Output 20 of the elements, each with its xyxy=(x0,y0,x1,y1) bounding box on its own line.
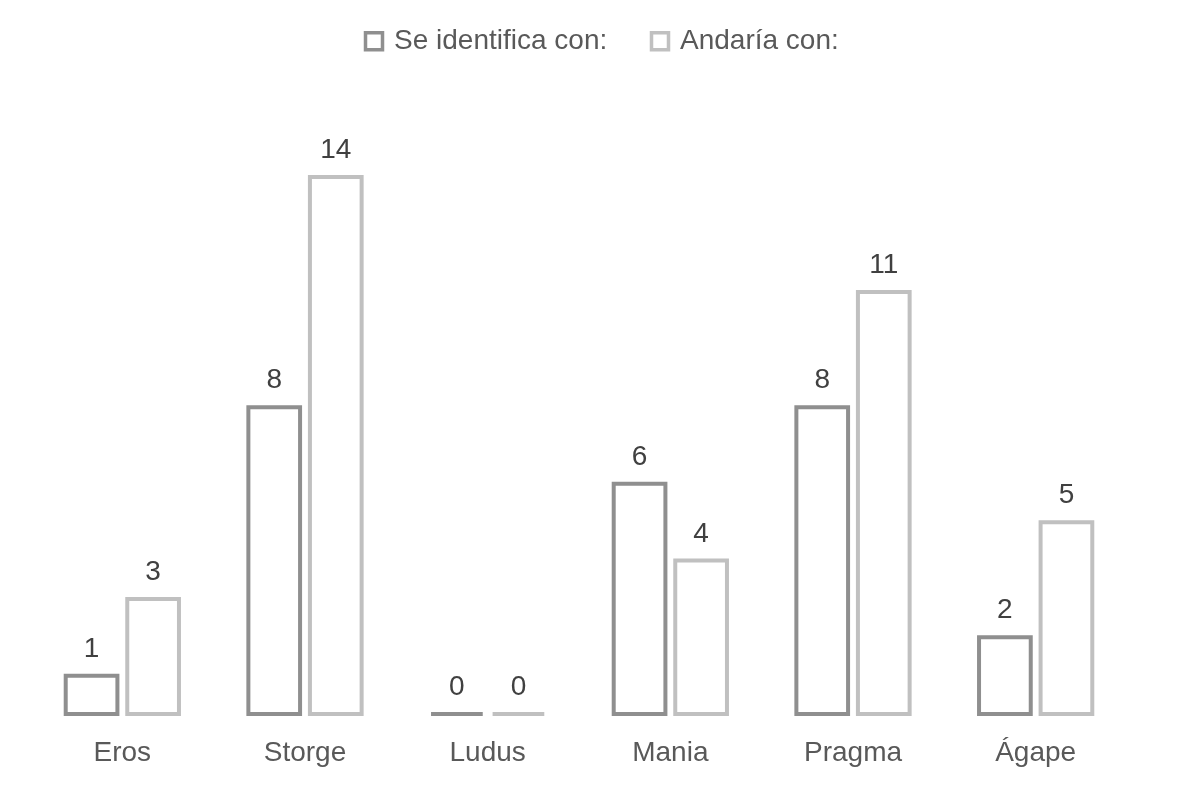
data-label: 0 xyxy=(510,670,527,701)
x-tick-label: Eros xyxy=(93,735,152,767)
data-label: 14 xyxy=(320,133,352,164)
data-label: 2 xyxy=(997,593,1013,625)
legend-label: Se identifica con: xyxy=(394,24,608,56)
data-label: 11 xyxy=(869,248,899,280)
data-label: 8 xyxy=(266,363,283,395)
data-label: 4 xyxy=(693,516,709,548)
x-tick-label: Mania xyxy=(632,735,709,767)
x-tick-label: Storge xyxy=(263,735,347,767)
legend-label: Andaría con: xyxy=(680,24,839,56)
data-label: 3 xyxy=(145,554,161,586)
x-tick-label: Pragma xyxy=(803,735,903,767)
data-label: 8 xyxy=(814,363,831,395)
x-tick-label: Ludus xyxy=(449,735,526,767)
x-tick-label: Ágape xyxy=(995,735,1077,767)
data-label: 1 xyxy=(83,631,100,663)
data-label: 6 xyxy=(631,439,648,471)
data-label: 0 xyxy=(449,670,465,701)
data-label: 5 xyxy=(1058,478,1075,510)
